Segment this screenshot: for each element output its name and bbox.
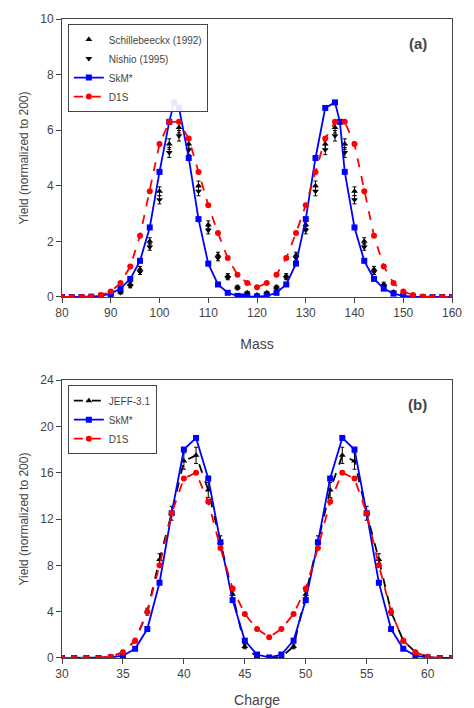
svg-text:8: 8 (47, 68, 54, 82)
svg-text:12: 12 (40, 512, 54, 526)
svg-text:60: 60 (421, 667, 435, 681)
svg-text:Yield (normalized to 200): Yield (normalized to 200) (17, 91, 31, 224)
svg-text:4: 4 (47, 605, 54, 619)
svg-text:(b): (b) (408, 396, 427, 413)
svg-text:20: 20 (40, 420, 54, 434)
svg-text:10: 10 (40, 12, 54, 26)
svg-text:D1S: D1S (109, 92, 129, 103)
svg-text:(a): (a) (409, 35, 427, 52)
svg-text:130: 130 (296, 306, 316, 320)
svg-text:D1S: D1S (109, 434, 129, 445)
svg-text:35: 35 (116, 667, 130, 681)
svg-text:2: 2 (47, 235, 54, 249)
svg-text:Charge: Charge (234, 692, 280, 708)
svg-text:SkM*: SkM* (109, 415, 133, 426)
svg-text:55: 55 (360, 667, 374, 681)
svg-text:40: 40 (177, 667, 191, 681)
svg-text:45: 45 (238, 667, 252, 681)
svg-text:Mass: Mass (240, 336, 273, 352)
svg-text:90: 90 (104, 306, 118, 320)
svg-text:50: 50 (299, 667, 313, 681)
svg-text:4: 4 (47, 179, 54, 193)
svg-text:Schillebeeckx (1992): Schillebeeckx (1992) (109, 35, 202, 46)
svg-text:0: 0 (47, 651, 54, 665)
svg-text:SkM*: SkM* (109, 73, 133, 84)
svg-text:30: 30 (55, 667, 69, 681)
svg-text:110: 110 (199, 306, 218, 320)
svg-text:24: 24 (40, 373, 54, 387)
svg-text:JEFF-3.1: JEFF-3.1 (109, 396, 151, 407)
svg-text:160: 160 (442, 306, 462, 320)
svg-text:Yield (normalized to 200): Yield (normalized to 200) (17, 453, 31, 586)
svg-text:100: 100 (149, 306, 169, 320)
svg-text:80: 80 (55, 306, 69, 320)
svg-text:120: 120 (247, 306, 267, 320)
svg-text:0: 0 (47, 290, 54, 304)
svg-text:150: 150 (393, 306, 413, 320)
svg-text:140: 140 (344, 306, 364, 320)
svg-text:8: 8 (47, 559, 54, 573)
svg-text:Nishio (1995): Nishio (1995) (109, 54, 168, 65)
svg-text:16: 16 (40, 466, 54, 480)
svg-text:6: 6 (47, 123, 54, 137)
